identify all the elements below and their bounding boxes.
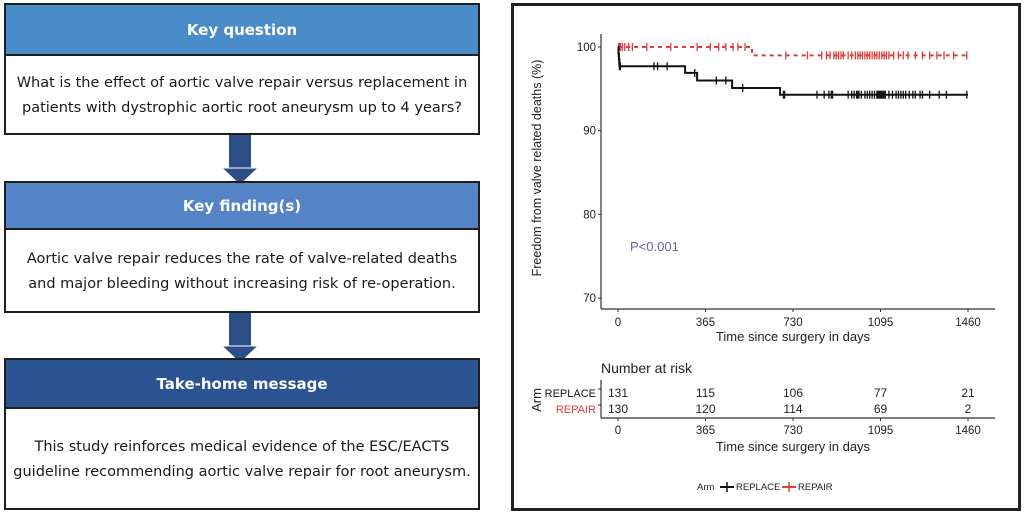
risk-x-tick-label: 1095 — [868, 425, 894, 437]
legend-repair-swatch — [782, 482, 796, 492]
y-tick-label: 80 — [583, 209, 596, 221]
flow-box-key-question: Key question What is the effect of aorti… — [4, 3, 480, 135]
key-question-text: What is the effect of aortic valve repai… — [16, 74, 468, 116]
risk-value: 106 — [783, 386, 803, 400]
flow-box-key-findings: Key finding(s) Aortic valve repair reduc… — [4, 181, 480, 313]
y-tick-label: 70 — [583, 293, 596, 305]
legend: Arm REPLACE REPAIR — [697, 482, 833, 493]
y-tick-label: 90 — [583, 126, 596, 138]
risk-table-y-label: Arm — [529, 388, 544, 412]
take-home-header: Take-home message — [6, 360, 478, 409]
risk-x-tick-label: 0 — [615, 425, 621, 437]
p-value-annotation: P<0.001 — [630, 239, 679, 254]
risk-value: 114 — [783, 402, 802, 416]
risk-x-tick-label: 1460 — [955, 425, 981, 437]
risk-x-tick-label: 365 — [696, 425, 715, 437]
y-tick-label: 100 — [577, 42, 596, 54]
risk-value: 130 — [608, 402, 628, 416]
key-findings-text: Aortic valve repair reduces the rate of … — [26, 250, 458, 292]
risk-value: 21 — [961, 386, 975, 400]
risk-table-title: Number at risk — [601, 360, 693, 376]
risk-row-label-replace: REPLACE — [545, 388, 596, 400]
risk-value: 115 — [696, 386, 715, 400]
legend-title: Arm — [697, 482, 715, 493]
risk-value: 120 — [695, 402, 715, 416]
key-question-header: Key question — [6, 5, 478, 56]
key-findings-header: Key finding(s) — [6, 183, 478, 230]
risk-x-tick-label: 730 — [783, 425, 802, 437]
take-home-text: This study reinforces medical evidence o… — [13, 438, 471, 480]
risk-value: 2 — [965, 402, 972, 416]
x-tick-label: 365 — [696, 317, 715, 329]
risk-value: 131 — [608, 386, 628, 400]
x-tick-label: 0 — [615, 317, 621, 329]
series-replace — [617, 46, 968, 99]
risk-x-axis-title: Time since surgery in days — [716, 439, 871, 454]
down-arrow-icon — [222, 135, 258, 185]
x-tick-label: 1460 — [955, 317, 981, 329]
risk-row-label-repair: REPAIR — [556, 404, 596, 416]
legend-label-replace: REPLACE — [736, 482, 780, 493]
y-axis-title: Freedom from valve related deaths (%) — [530, 60, 544, 277]
down-arrow-icon — [222, 313, 258, 363]
legend-replace-swatch — [720, 482, 734, 492]
risk-value: 77 — [874, 386, 888, 400]
legend-label-repair: REPAIR — [798, 482, 833, 493]
flow-box-take-home: Take-home message This study reinforces … — [4, 358, 480, 510]
series-repair — [617, 43, 968, 60]
x-tick-label: 730 — [783, 317, 802, 329]
x-tick-label: 1095 — [868, 317, 894, 329]
risk-value: 69 — [874, 402, 888, 416]
x-axis-title: Time since surgery in days — [716, 329, 871, 344]
